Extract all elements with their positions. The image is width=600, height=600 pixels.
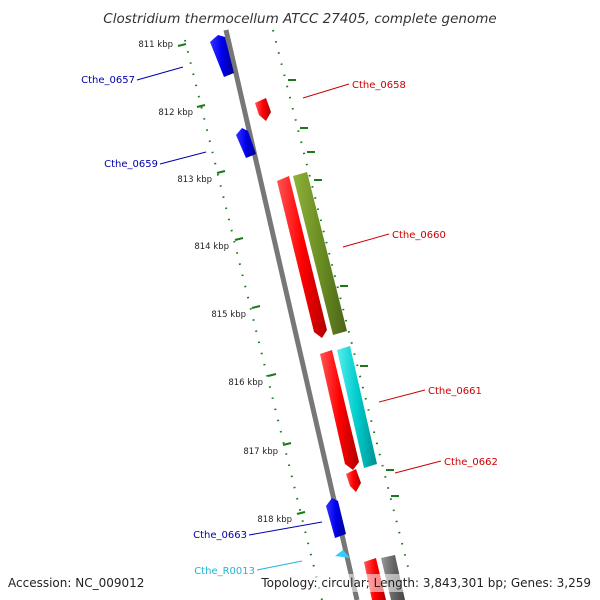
- cog-bar-olive: [293, 172, 347, 335]
- gc-skew-track-outer: [272, 29, 411, 576]
- tick-label-814: 814 kbp: [194, 242, 229, 252]
- tick-label-815: 815 kbp: [211, 310, 246, 320]
- tick-label-818: 818 kbp: [257, 515, 292, 525]
- map-title: Clostridium thermocellum ATCC 27405, com…: [103, 11, 496, 27]
- gene-cthe-0660[interactable]: [277, 176, 327, 338]
- gene-label-cthe-0661[interactable]: Cthe_0661: [428, 386, 482, 397]
- tick-label-816: 816 kbp: [228, 378, 263, 388]
- gene-cthe-r0013[interactable]: [335, 550, 350, 558]
- genome-stats-text: Topology: circular; Length: 3,843,301 bp…: [260, 576, 591, 590]
- gene-label-cthe-0662[interactable]: Cthe_0662: [444, 457, 498, 468]
- gene-cthe-0657[interactable]: [210, 35, 234, 77]
- gene-cthe-0663[interactable]: [326, 498, 346, 538]
- cog-bar-cyan: [337, 346, 377, 468]
- tick-label-813: 813 kbp: [177, 175, 212, 185]
- tick-label-817: 817 kbp: [243, 447, 278, 457]
- label-leaders: [136, 66, 442, 571]
- gene-label-cthe-r0013[interactable]: Cthe_R0013: [194, 566, 255, 577]
- gene-cthe-0661[interactable]: [320, 350, 359, 470]
- tick-label-812: 812 kbp: [158, 108, 193, 118]
- gene-label-cthe-0657[interactable]: Cthe_0657: [81, 75, 135, 86]
- footer-backdrop-right: [262, 574, 594, 592]
- gene-labels: Cthe_0657 Cthe_0658 Cthe_0659 Cthe_0660 …: [81, 75, 498, 577]
- gene-cthe-0659[interactable]: [236, 128, 256, 158]
- gc-skew-ticks: [288, 79, 399, 497]
- gene-cthe-0658[interactable]: [255, 98, 271, 121]
- gc-content-track-inner: [184, 39, 323, 600]
- gene-label-cthe-0663[interactable]: Cthe_0663: [193, 530, 247, 541]
- gene-label-cthe-0660[interactable]: Cthe_0660: [392, 230, 446, 241]
- gene-label-cthe-0659[interactable]: Cthe_0659: [104, 159, 158, 170]
- accession-text: Accession: NC_009012: [8, 576, 144, 590]
- tick-label-811: 811 kbp: [138, 40, 173, 50]
- gene-label-cthe-0658[interactable]: Cthe_0658: [352, 80, 406, 91]
- gene-cthe-0662[interactable]: [346, 469, 361, 492]
- kbp-scale: 811 kbp 812 kbp 813 kbp 814 kbp 815 kbp …: [138, 40, 306, 525]
